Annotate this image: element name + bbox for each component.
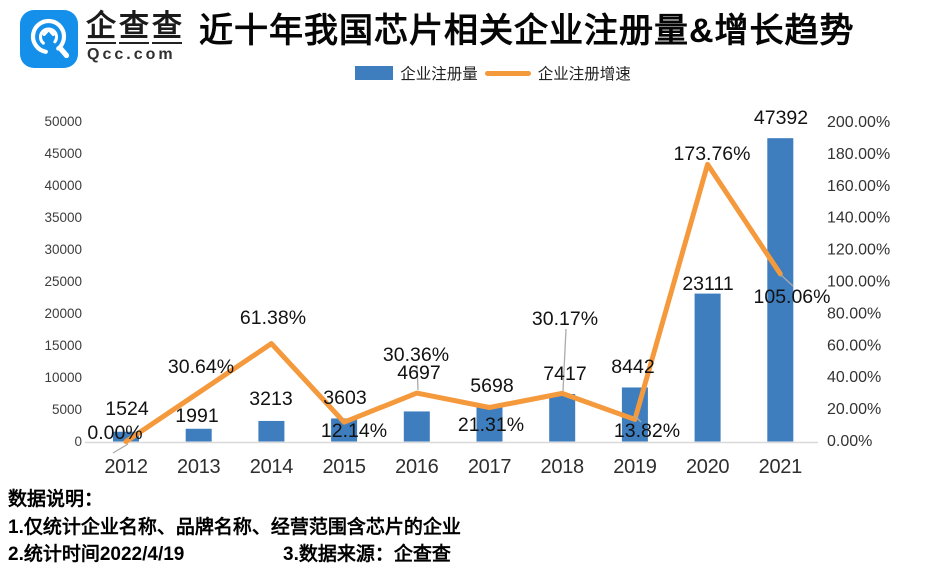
y-axis-left-tick: 0: [74, 434, 82, 449]
y-axis-left-tick: 10000: [44, 370, 82, 385]
growth-pct-label: 12.14%: [321, 420, 387, 442]
legend-line-swatch: [484, 70, 531, 76]
x-axis-year-label: 2020: [686, 456, 729, 478]
bar-2014: [258, 420, 285, 442]
x-axis-year-label: 2019: [613, 456, 656, 478]
bar-2015: [331, 418, 358, 442]
label-leader-line: [562, 328, 567, 392]
y-axis-right-tick: 40.00%: [827, 369, 881, 386]
notes-heading: 数据说明：: [8, 489, 104, 510]
y-axis-left-tick: 50000: [44, 114, 82, 129]
y-axis-right-tick: 120.00%: [827, 242, 890, 259]
y-axis-right-tick: 60.00%: [827, 337, 881, 354]
y-axis-left-tick: 30000: [44, 242, 82, 257]
growth-pct-label: 13.82%: [614, 420, 680, 442]
growth-pct-label: 0.00%: [87, 422, 142, 444]
x-axis-year-label: 2012: [104, 456, 147, 478]
y-axis-right-tick: 200.00%: [827, 114, 890, 131]
note-stat-date: 2.统计时间2022/4/19: [8, 544, 185, 565]
label-leader-line: [634, 415, 642, 423]
label-leader-line: [112, 443, 129, 454]
x-axis-year-label: 2021: [759, 456, 802, 478]
bar-value-label: 3603: [323, 387, 366, 409]
bar-2013: [185, 428, 212, 442]
y-axis-right-tick: 160.00%: [827, 178, 890, 195]
bar-value-label: 1524: [105, 398, 149, 420]
x-axis-year-label: 2013: [177, 456, 220, 478]
legend-bar-label: 企业注册量: [400, 66, 478, 83]
bar-2018: [549, 394, 576, 442]
legend-line-label: 企业注册增速: [537, 66, 631, 83]
chart-legend: 企业注册量 企业注册增速: [26, 62, 934, 84]
y-axis-left-tick: 15000: [44, 338, 82, 353]
qcc-magnifier-icon: [20, 10, 78, 68]
notes-line-1: 1.仅统计企业名称、品牌名称、经营范围含芯片的企业: [8, 516, 461, 538]
y-axis-left-tick: 25000: [44, 274, 82, 289]
x-axis-year-label: 2015: [322, 456, 365, 478]
chart-title: 近十年我国芯片相关企业注册量&增长趋势: [199, 12, 855, 50]
bar-value-label: 23111: [682, 273, 733, 295]
bar-value-label: 3213: [249, 388, 292, 410]
y-axis-right-tick: 180.00%: [827, 146, 890, 163]
bar-value-label: 8442: [611, 356, 654, 378]
brand-char: 企: [86, 10, 116, 45]
bar-value-label: 4697: [397, 362, 440, 384]
y-axis-left-tick: 40000: [44, 178, 82, 193]
brand-domain: Qcc.com: [87, 46, 176, 63]
y-axis-left-tick: 45000: [44, 146, 82, 161]
legend-bar-swatch: [355, 66, 394, 80]
note-data-source: 3.数据来源：企查查: [283, 544, 451, 565]
growth-pct-label: 173.76%: [674, 143, 751, 165]
y-axis-left-tick: 35000: [44, 210, 82, 225]
y-axis-right-tick: 0.00%: [827, 433, 872, 450]
y-axis-right-tick: 20.00%: [827, 401, 881, 418]
growth-pct-label: 30.64%: [168, 356, 234, 378]
growth-pct-label: 30.36%: [383, 344, 449, 366]
notes-line-2: 2.统计时间2022/4/19 3.数据来源：企查查: [8, 541, 928, 569]
y-axis-right-tick: 140.00%: [827, 210, 890, 227]
bar-value-label: 5698: [470, 375, 513, 397]
bar-value-label: 7417: [543, 363, 586, 385]
label-leader-line: [416, 364, 419, 391]
x-axis-year-label: 2017: [468, 456, 511, 478]
growth-pct-label: 105.06%: [754, 286, 831, 308]
brand-name: 企查查: [86, 10, 185, 45]
bar-2016: [403, 411, 430, 442]
bar-2020: [694, 293, 721, 442]
growth-pct-label: 30.17%: [532, 308, 598, 330]
x-axis-year-label: 2018: [541, 456, 584, 478]
x-axis-year-label: 2016: [395, 456, 438, 478]
bar-value-label: 1991: [175, 405, 218, 427]
label-leader-line: [780, 274, 794, 287]
bar-value-label: 47392: [754, 107, 808, 129]
y-axis-right-tick: 100.00%: [827, 274, 890, 291]
brand-char: 查: [119, 10, 149, 45]
y-axis-left-tick: 20000: [44, 306, 82, 321]
bar-2012: [113, 431, 139, 442]
brand-char: 查: [152, 10, 182, 45]
bar-2017: [476, 405, 503, 442]
qcc-logo: [20, 10, 78, 68]
growth-line: [123, 161, 783, 444]
y-axis-right-tick: 80.00%: [827, 305, 881, 322]
data-notes: 数据说明： 1.仅统计企业名称、品牌名称、经营范围含芯片的企业 2.统计时间20…: [8, 486, 928, 569]
y-axis-left-tick: 5000: [52, 402, 82, 417]
x-axis-year-label: 2014: [250, 456, 293, 478]
bar-2021: [767, 138, 794, 442]
growth-pct-label: 61.38%: [240, 307, 306, 329]
growth-pct-label: 21.31%: [458, 414, 524, 436]
